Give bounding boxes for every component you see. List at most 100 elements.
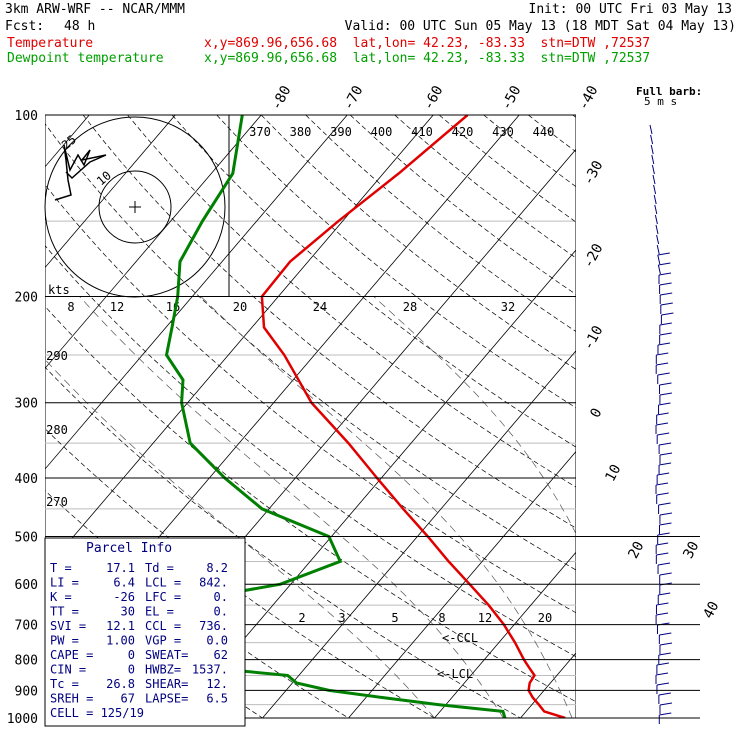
- wind-barb-staff: [652, 174, 656, 185]
- parcel-key: K =: [50, 590, 72, 604]
- parcel-value: 842.: [199, 576, 228, 590]
- parcel-cell: CELL = 125/19: [50, 706, 144, 720]
- wind-barb-flag: [656, 662, 669, 666]
- pressure-label-700: 700: [15, 619, 38, 634]
- wind-barb-flag: [659, 282, 672, 286]
- speed-scale-32: 32: [501, 300, 515, 314]
- isotherm: [45, 115, 348, 470]
- wind-barb-flag: [659, 522, 672, 526]
- parcel-info-box: [44, 537, 246, 727]
- theta-label-400: 400: [371, 125, 393, 139]
- valid-time: Valid: 00 UTC Sun 05 May 13 (18 MDT Sat …: [344, 19, 736, 34]
- wind-barb-flag: [661, 312, 674, 316]
- temperature-line: [260, 115, 566, 718]
- dry-adiabat: [528, 115, 576, 153]
- parcel-key: EL =: [145, 605, 174, 619]
- theta-left-label-290: 290: [46, 349, 68, 363]
- dry-adiabat: [706, 115, 740, 718]
- parcel-value: -26: [113, 590, 135, 604]
- wind-barb-staff: [649, 124, 653, 135]
- parcel-value: 0.: [214, 590, 228, 604]
- wind-barb-flag: [655, 482, 669, 486]
- pressure-label-200: 200: [15, 291, 38, 306]
- parcel-value: 12.1: [106, 619, 135, 633]
- dry-adiabat: [438, 115, 576, 223]
- parcel-key: LCL =: [145, 576, 181, 590]
- theta-label-440: 440: [533, 125, 555, 139]
- wind-barb-flag: [658, 692, 671, 696]
- isotherm: [45, 115, 262, 369]
- dry-adiabat: [45, 305, 576, 703]
- parcel-info-title: Parcel Info: [86, 541, 172, 556]
- parcel-key: Tc =: [50, 677, 79, 691]
- mixing-ratio-label-12: 12: [478, 611, 492, 625]
- parcel-key: LI =: [50, 576, 79, 590]
- dry-adiabat: [45, 245, 576, 658]
- parcel-value: 0.0: [206, 634, 228, 648]
- isotherm-label--10: -10: [580, 323, 606, 353]
- parcel-key: PW =: [50, 634, 79, 648]
- wind-barb-flag: [659, 572, 672, 576]
- wind-barb-flag: [656, 542, 669, 546]
- wind-barb-staff: [654, 204, 658, 215]
- parcel-value: 30: [121, 605, 135, 619]
- barb-key-label: Full barb:: [636, 85, 702, 98]
- pressure-label-100: 100: [15, 109, 38, 124]
- barb-key-unit: 5 m s: [644, 95, 677, 108]
- theta-left-label-280: 280: [46, 423, 68, 437]
- isotherm: [262, 350, 576, 718]
- parcel-key: SHEAR=: [145, 677, 188, 691]
- dewpoint-legend: Dewpoint temperature: [7, 51, 164, 66]
- parcel-key: CCL =: [145, 619, 181, 633]
- wind-barb-flag: [659, 452, 673, 456]
- wind-barb-flag: [657, 372, 670, 376]
- moist-adiabat: [200, 296, 573, 718]
- wind-barb-flag: [657, 252, 670, 256]
- theta-label-380: 380: [290, 125, 312, 139]
- wind-barb-staff: [656, 244, 660, 255]
- wind-barb-flag: [657, 432, 670, 436]
- isotherm: [434, 551, 576, 718]
- isotherm-label-20: 20: [625, 539, 647, 561]
- wind-barb-flag: [659, 632, 672, 636]
- dry-adiabat: [617, 115, 740, 718]
- parcel-value: 1537.: [192, 663, 228, 677]
- parcel-key: CAPE =: [50, 648, 93, 662]
- wind-barb-flag: [655, 672, 669, 676]
- theta-label-390: 390: [330, 125, 352, 139]
- wind-barb-staff: [653, 184, 657, 195]
- wind-barb-staff: [657, 264, 661, 275]
- isotherm: [176, 249, 576, 718]
- wind-barb-staff: [650, 134, 654, 145]
- parcel-value: 8.2: [206, 561, 228, 575]
- pressure-label-500: 500: [15, 530, 38, 545]
- lcl-annotation: <-LCL: [437, 667, 473, 681]
- init-time: Init: 00 UTC Fri 03 May 13: [528, 2, 733, 17]
- wind-barb-staff: [651, 164, 655, 175]
- wind-barb-staff: [653, 194, 657, 205]
- hodograph-ring-inner: [98, 170, 172, 244]
- wind-barb-flag: [658, 462, 672, 466]
- wind-barb-flag: [659, 642, 673, 646]
- ccl-annotation: <-CCL: [442, 631, 478, 645]
- isotherm-label--20: -20: [580, 241, 606, 271]
- hodograph-ring-label-10: 10: [94, 168, 114, 188]
- temperature-legend: Temperature: [7, 36, 94, 51]
- wind-barb-staff: [657, 254, 661, 265]
- pressure-label-400: 400: [15, 472, 38, 487]
- isotherm: [348, 450, 576, 718]
- isotherm: [0, 115, 3, 718]
- isotherm-label--30: -30: [580, 158, 606, 188]
- parcel-value: 12.: [206, 677, 228, 691]
- dry-adiabat: [82, 115, 576, 529]
- isotherm: [45, 115, 176, 269]
- wind-barb-flag: [656, 362, 669, 366]
- model-title: 3km ARW-WRF -- NCAR/MMM: [5, 2, 186, 17]
- speed-scale-28: 28: [403, 300, 417, 314]
- wind-barb-flag: [656, 352, 669, 356]
- wind-barb-flag: [660, 292, 673, 296]
- parcel-key: SREH =: [50, 692, 93, 706]
- wind-barb-flag: [659, 512, 673, 516]
- wind-barb-flag: [657, 532, 670, 536]
